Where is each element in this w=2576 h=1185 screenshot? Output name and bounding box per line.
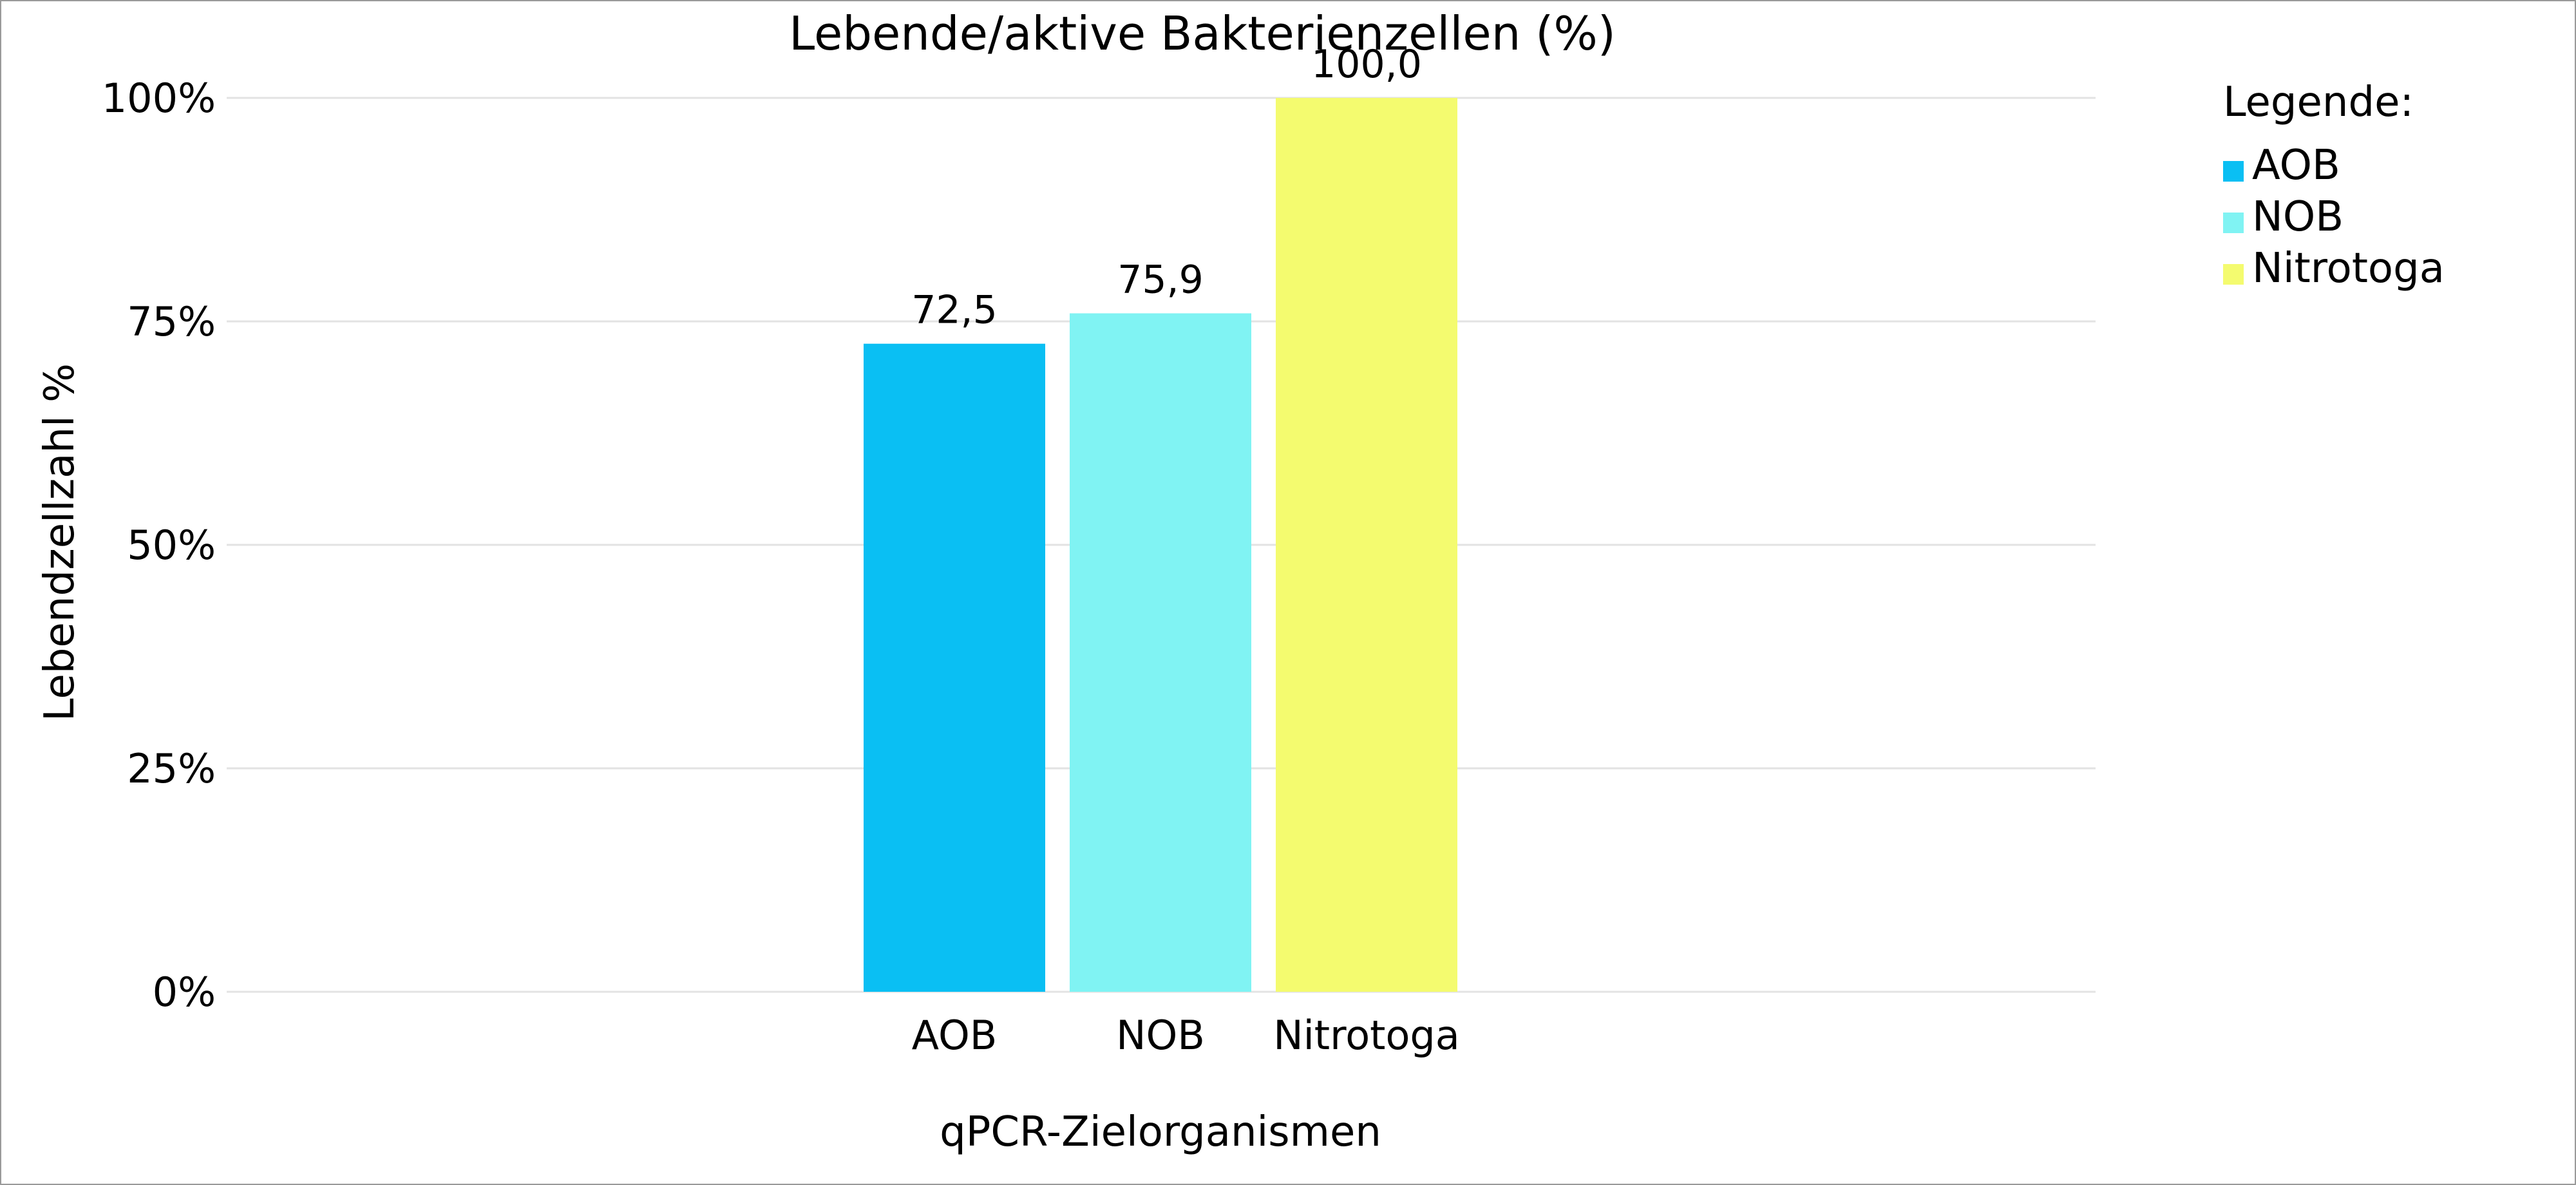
y-tick-label: 0% (153, 969, 216, 1016)
legend-title: Legende: (2223, 79, 2414, 126)
data-label-aob: 72,5 (911, 288, 998, 333)
x-axis-tick-labels: AOB NOB Nitrotoga (912, 1012, 1460, 1059)
data-labels: 72,5 75,9 100,0 (911, 42, 1422, 333)
legend-swatch-nob (2223, 213, 2244, 233)
chart-title: Lebende/aktive Bakterienzellen (%) (789, 6, 1616, 61)
y-tick-label: 75% (127, 298, 216, 345)
legend-label-aob: AOB (2252, 142, 2340, 189)
x-tick-label-aob: AOB (912, 1012, 998, 1059)
legend-label-nitrotoga: Nitrotoga (2252, 245, 2445, 292)
x-tick-label-nitrotoga: Nitrotoga (1273, 1012, 1460, 1059)
y-tick-label: 50% (127, 522, 216, 569)
data-label-nitrotoga: 100,0 (1311, 42, 1422, 87)
y-axis-tick-labels: 0% 25% 50% 75% 100% (102, 75, 216, 1016)
bars (864, 98, 1457, 992)
legend-label-nob: NOB (2252, 193, 2344, 241)
bar-nob (1070, 313, 1251, 992)
bar-nitrotoga (1276, 98, 1457, 992)
bar-aob (864, 343, 1045, 992)
x-axis-title: qPCR-Zielorganismen (940, 1108, 1381, 1156)
y-tick-label: 100% (102, 75, 216, 122)
x-tick-label-nob: NOB (1116, 1012, 1205, 1059)
y-tick-label: 25% (127, 745, 216, 792)
data-label-nob: 75,9 (1117, 258, 1204, 303)
legend-swatch-aob (2223, 161, 2244, 182)
y-axis-title: Lebendzellzahl % (36, 363, 84, 721)
legend-swatch-nitrotoga (2223, 264, 2244, 285)
